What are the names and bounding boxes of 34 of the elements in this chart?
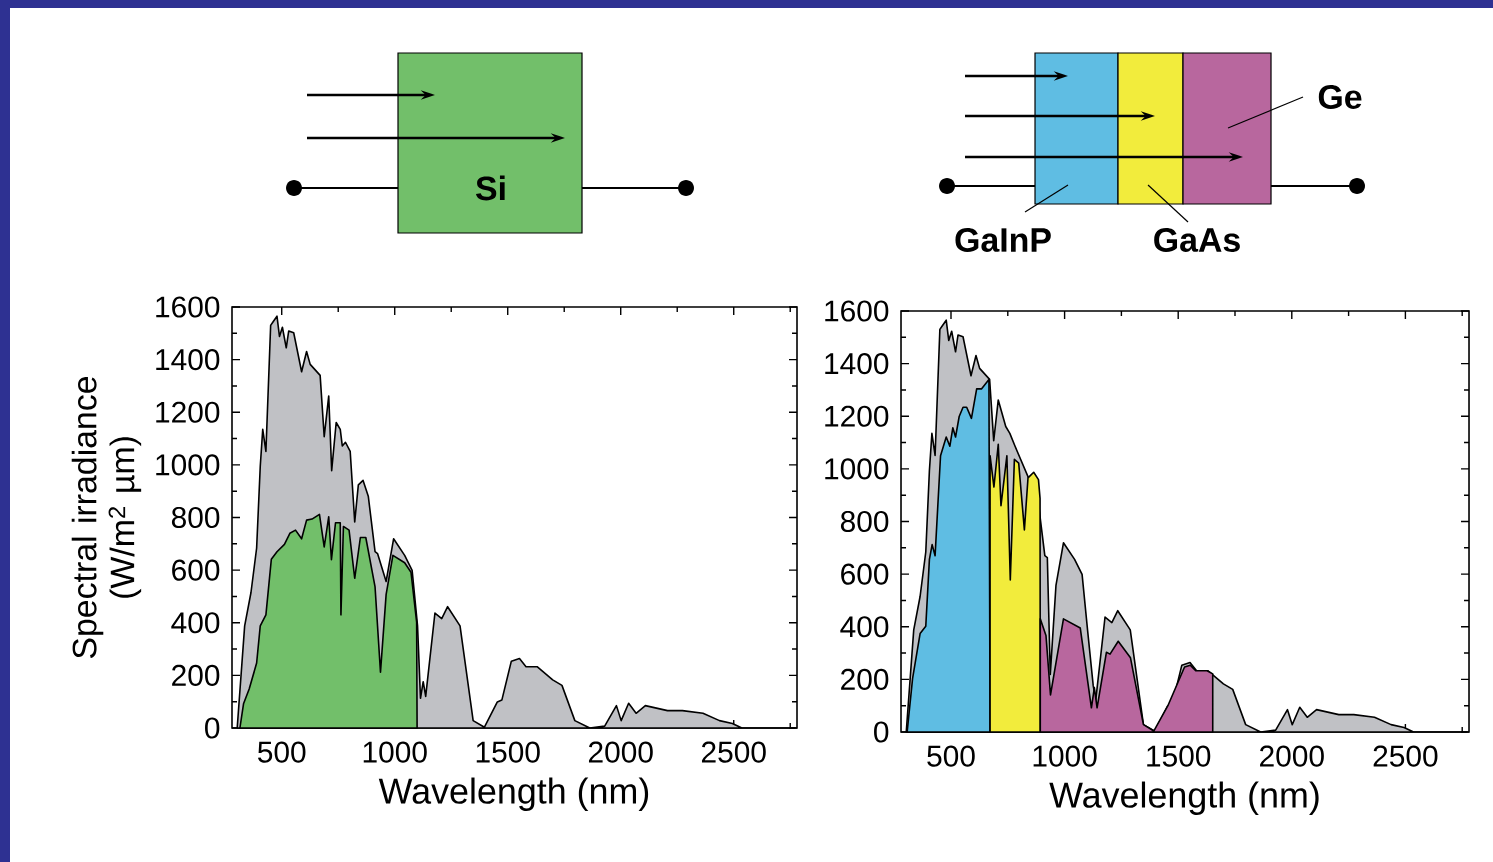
x-axis-title: Wavelength (nm)	[378, 777, 649, 811]
text: Ge	[1318, 84, 1362, 109]
y-tick-label: 1200	[825, 405, 889, 427]
y-tick-label: 1400	[825, 353, 889, 375]
y-tick-label: 800	[840, 510, 889, 533]
y-tick-label: 1600	[156, 296, 220, 318]
x-tick-label: 2500	[1373, 745, 1438, 767]
y-tick-label: 400	[171, 612, 220, 634]
x-tick-label: 1500	[1147, 745, 1211, 767]
text: GaAs	[1154, 228, 1240, 252]
x-tick-label: 500	[927, 745, 975, 767]
x-tick-label: 2000	[588, 741, 653, 763]
y-tick-label: 0	[205, 717, 220, 739]
y-tick-label: 1000	[156, 454, 220, 476]
y-tick-label: 400	[840, 616, 889, 638]
text: Si	[475, 175, 505, 201]
text: GaInP	[955, 228, 1051, 252]
y-tick-label: 1200	[156, 401, 220, 423]
y-tick-label: 1600	[825, 300, 889, 322]
x-tick-label: 2000	[1260, 745, 1324, 767]
x-tick-label: 2500	[701, 741, 766, 763]
y-tick-label: 800	[171, 506, 220, 529]
x-tick-label: 1000	[1033, 745, 1097, 767]
y-tick-label: 600	[841, 563, 889, 585]
x-tick-label: 1500	[476, 741, 540, 763]
y-tick-label: 200	[172, 664, 220, 686]
y-tick-label: 0	[874, 721, 889, 743]
x-tick-label: 500	[257, 741, 306, 763]
y-tick-label: 200	[841, 668, 889, 690]
x-tick-label: 1000	[363, 741, 427, 763]
y-tick-label: 1400	[156, 349, 220, 371]
x-axis-title: Wavelength (nm)	[1049, 781, 1319, 815]
y-tick-label: 600	[172, 559, 220, 581]
y-tick-label: 1000	[825, 458, 889, 480]
